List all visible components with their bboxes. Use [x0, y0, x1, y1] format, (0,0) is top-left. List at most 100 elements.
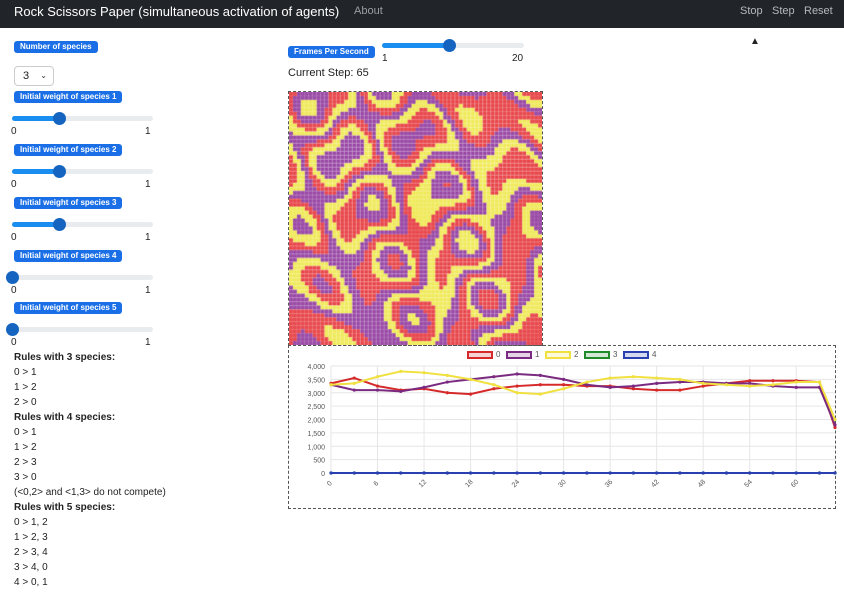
series-point-4 [538, 471, 542, 475]
weight-label-4: Initial weight of species 4 [14, 250, 123, 262]
series-point-2 [468, 377, 473, 381]
series-point-4 [833, 471, 837, 475]
series-point-4 [678, 471, 682, 475]
series-point-4 [329, 471, 333, 475]
slider-thumb[interactable] [6, 271, 19, 284]
x-tick-label: 36 [604, 479, 615, 490]
legend-item-2[interactable]: 2 [545, 350, 578, 359]
series-point-1 [794, 385, 798, 389]
series-point-1 [608, 385, 612, 389]
weight-max-4: 1 [145, 285, 151, 296]
num-species-select[interactable]: 3 ⌄ [14, 66, 54, 86]
rule-line: 4 > 0, 1 [14, 577, 48, 588]
rule-line: 1 > 2, 3 [14, 532, 48, 543]
weight-slider-1[interactable] [12, 111, 153, 125]
legend-item-3[interactable]: 3 [584, 350, 617, 359]
series-point-4 [701, 471, 705, 475]
rules-4-heading: Rules with 4 species: [14, 412, 116, 423]
weight-slider-5[interactable] [6, 322, 153, 336]
series-point-2 [794, 380, 798, 384]
y-tick-label: 1,500 [307, 431, 325, 438]
series-point-4 [585, 471, 589, 475]
series-point-4 [817, 471, 822, 475]
app-title[interactable]: Rock Scissors Paper (simultaneous activa… [14, 4, 340, 19]
legend-item-4[interactable]: 4 [623, 350, 656, 359]
series-point-0 [678, 388, 682, 392]
series-point-4 [515, 471, 519, 475]
fps-slider[interactable] [382, 38, 524, 52]
rule-line: 0 > 1 [14, 367, 37, 378]
series-point-4 [375, 471, 380, 475]
series-point-1 [655, 381, 659, 385]
series-point-1 [678, 380, 682, 384]
series-point-2 [422, 371, 426, 375]
y-tick-label: 500 [313, 458, 325, 465]
y-tick-label: 4,000 [307, 364, 325, 371]
series-point-2 [724, 383, 729, 387]
series-point-2 [833, 417, 837, 422]
weight-min-5: 0 [11, 337, 17, 348]
legend-label: 1 [535, 350, 540, 359]
fps-max: 20 [512, 53, 524, 64]
slider-thumb[interactable] [52, 112, 66, 125]
about-link[interactable]: About [354, 5, 383, 17]
weight-slider-4[interactable] [6, 270, 153, 284]
series-point-1 [585, 383, 589, 387]
simulation-grid[interactable] [288, 91, 543, 346]
series-point-1 [375, 388, 380, 392]
series-point-2 [352, 381, 356, 385]
series-point-2 [678, 377, 682, 381]
stop-button[interactable]: Stop [740, 5, 763, 17]
slider-thumb[interactable] [52, 165, 66, 178]
slider-fill [12, 222, 59, 227]
y-tick-label: 2,500 [307, 404, 325, 411]
series-point-4 [422, 471, 426, 475]
mouse-pointer-icon: ▲ [750, 36, 760, 47]
slider-thumb[interactable] [443, 39, 457, 52]
series-point-0 [468, 392, 473, 396]
series-point-1 [562, 377, 566, 381]
series-point-1 [833, 423, 837, 427]
rule-line: 3 > 4, 0 [14, 562, 48, 573]
weight-min-1: 0 [11, 126, 17, 137]
series-point-4 [771, 471, 775, 475]
weight-slider-2[interactable] [12, 164, 153, 178]
slider-thumb[interactable] [52, 218, 66, 231]
series-point-2 [515, 391, 519, 395]
series-point-4 [562, 471, 566, 475]
x-tick-label: 54 [743, 479, 754, 490]
legend-item-0[interactable]: 0 [467, 350, 500, 359]
legend-label: 3 [613, 350, 618, 359]
legend-swatch [545, 350, 571, 359]
slider-track [12, 116, 153, 121]
fps-min: 1 [382, 53, 388, 64]
series-point-0 [748, 379, 752, 383]
series-point-2 [375, 375, 380, 379]
series-point-4 [631, 471, 635, 475]
num-species-label: Number of species [14, 41, 98, 53]
weight-max-2: 1 [145, 179, 151, 190]
slider-thumb[interactable] [6, 323, 19, 336]
series-point-1 [817, 385, 822, 389]
weight-slider-3[interactable] [12, 217, 153, 231]
series-point-2 [399, 369, 403, 373]
reset-button[interactable]: Reset [804, 5, 833, 17]
rule-note: (<0,2> and <1,3> do not compete) [14, 487, 166, 498]
series-point-2 [608, 376, 612, 380]
step-button[interactable]: Step [772, 5, 795, 17]
series-point-2 [492, 383, 496, 387]
series-point-0 [352, 376, 356, 380]
series-point-0 [833, 425, 837, 430]
series-point-1 [631, 384, 635, 388]
x-tick-label: 0 [326, 480, 334, 488]
series-point-4 [352, 471, 356, 475]
series-point-0 [631, 387, 635, 391]
weight-label-5: Initial weight of species 5 [14, 302, 123, 314]
navbar: Rock Scissors Paper (simultaneous activa… [0, 0, 844, 28]
slider-fill [382, 43, 450, 48]
x-tick-label: 48 [697, 479, 708, 490]
weight-label-1: Initial weight of species 1 [14, 91, 123, 103]
legend-item-1[interactable]: 1 [506, 350, 539, 359]
series-point-4 [748, 471, 752, 475]
